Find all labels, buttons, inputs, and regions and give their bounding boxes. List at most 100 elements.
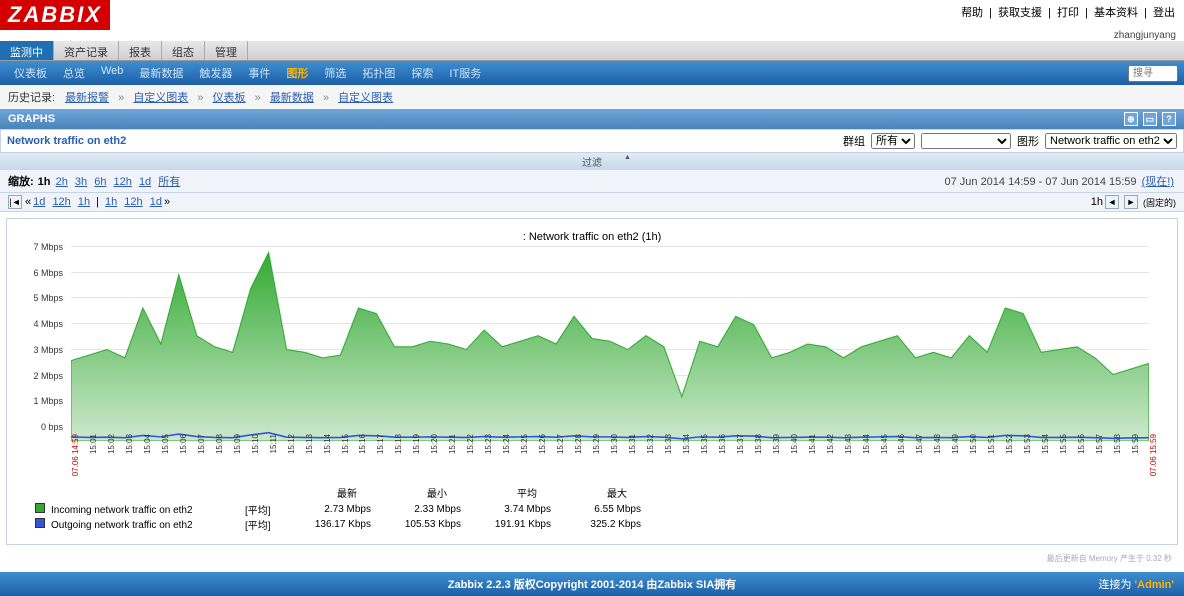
graph-select-label: 图形: [1017, 133, 1039, 149]
zoom-opt[interactable]: 3h: [75, 176, 87, 188]
x-tick-label: 15:03: [125, 434, 134, 454]
nav-next-icon[interactable]: ►: [1124, 195, 1138, 209]
chart-gen-note: 最后更新自 Memory 产生于 0.32 秒: [0, 551, 1184, 566]
history-link[interactable]: 自定义图表: [338, 92, 393, 104]
x-tick-label: 15:17: [376, 434, 385, 454]
x-tick-label: 15:32: [646, 434, 655, 454]
history-link[interactable]: 仪表板: [213, 92, 246, 104]
x-tick-label: 15:54: [1041, 434, 1050, 454]
main-tab[interactable]: 管理: [205, 41, 248, 60]
y-tick-label: 2 Mbps: [33, 371, 63, 381]
x-tick-label: 15:33: [664, 434, 673, 454]
x-tick-label: 15:52: [1005, 434, 1014, 454]
y-tick-label: 6 Mbps: [33, 268, 63, 278]
legend-value: 2.33 Mbps: [381, 504, 461, 515]
fullscreen-icon[interactable]: ⊕: [1124, 112, 1138, 126]
x-tick-label: 15:53: [1023, 434, 1032, 454]
now-link[interactable]: (现在!): [1142, 176, 1174, 188]
y-tick-label: 7 Mbps: [33, 242, 63, 252]
username-line: zhangjunyang: [0, 30, 1184, 41]
nav-prev-icon[interactable]: ◄: [1105, 195, 1119, 209]
subnav-item[interactable]: 筛选: [316, 65, 354, 81]
group-select[interactable]: 所有: [871, 133, 915, 149]
logo: ZABBIX: [0, 0, 110, 30]
x-tick-label: 15:40: [790, 434, 799, 454]
subnav-item[interactable]: 触发器: [191, 65, 240, 81]
filter-toggle[interactable]: 过滤: [0, 153, 1184, 170]
main-tab[interactable]: 资产记录: [54, 41, 119, 60]
graph-select[interactable]: Network traffic on eth2: [1045, 133, 1177, 149]
history-label: 历史记录:: [8, 89, 55, 105]
zoom-opt[interactable]: 6h: [94, 176, 106, 188]
x-tick-label: 15:27: [556, 434, 565, 454]
nav-start-icon[interactable]: |◄: [8, 195, 22, 209]
nav-back-link[interactable]: 12h: [52, 196, 70, 208]
subnav-item[interactable]: 最新数据: [131, 65, 191, 81]
nav-fixed: (固定的): [1143, 196, 1176, 209]
footer-connection: 连接为 'Admin': [1098, 576, 1174, 592]
nav-fwd-link[interactable]: 1h: [105, 196, 117, 208]
nav-fwd-link[interactable]: 1d: [150, 196, 162, 208]
main-tab[interactable]: 报表: [119, 41, 162, 60]
y-tick-label: 1 Mbps: [33, 396, 63, 406]
top-link[interactable]: 基本资料: [1094, 7, 1138, 19]
x-tick-label: 15:26: [538, 434, 547, 454]
legend-value: 105.53 Kbps: [381, 519, 461, 530]
x-tick-label: 15:56: [1077, 434, 1086, 454]
x-tick-label: 15:30: [610, 434, 619, 454]
zoom-opt[interactable]: 2h: [56, 176, 68, 188]
minimize-icon[interactable]: ▭: [1143, 112, 1157, 126]
host-select[interactable]: [921, 133, 1011, 149]
search-input[interactable]: [1128, 65, 1178, 82]
nav-back-link[interactable]: 1d: [33, 196, 45, 208]
x-tick-label: 15:06: [179, 434, 188, 454]
legend-value: 191.91 Kbps: [471, 519, 551, 530]
history-link[interactable]: 自定义图表: [133, 92, 188, 104]
x-tick-label: 15:02: [107, 434, 116, 454]
main-tab[interactable]: 监测中: [0, 41, 54, 60]
x-tick-label: 15:37: [736, 434, 745, 454]
subnav-item[interactable]: IT服务: [441, 65, 489, 81]
x-tick-label: 15:22: [466, 434, 475, 454]
x-tick-label: 15:15: [341, 434, 350, 454]
subnav-item[interactable]: 仪表板: [6, 65, 55, 81]
top-link[interactable]: 获取支援: [998, 7, 1042, 19]
x-tick-label: 15:29: [592, 434, 601, 454]
zoom-opt[interactable]: 1d: [139, 176, 151, 188]
subnav-item[interactable]: 总览: [55, 65, 93, 81]
graph-title: Network traffic on eth2: [7, 135, 126, 147]
history-link[interactable]: 最新数据: [270, 92, 314, 104]
help-icon[interactable]: ?: [1162, 112, 1176, 126]
subnav-item[interactable]: Web: [93, 65, 131, 81]
top-link[interactable]: 登出: [1153, 7, 1175, 19]
legend-swatch: [35, 518, 45, 528]
x-tick-label: 15:49: [951, 434, 960, 454]
top-link[interactable]: 帮助: [961, 7, 983, 19]
nav-back-link[interactable]: 1h: [78, 196, 90, 208]
zoom-opt[interactable]: 所有: [158, 176, 180, 188]
nav-fwd-link[interactable]: 12h: [124, 196, 142, 208]
history-link[interactable]: 最新报警: [65, 92, 109, 104]
top-link[interactable]: 打印: [1057, 7, 1079, 19]
x-tick-label: 15:46: [897, 434, 906, 454]
panel-header: GRAPHS ⊕ ▭ ?: [0, 109, 1184, 129]
subnav-item[interactable]: 探索: [403, 65, 441, 81]
history-bar: 历史记录: 最新报警 » 自定义图表 » 仪表板 » 最新数据 » 自定义图表: [0, 85, 1184, 109]
chart-plot: 0 bps1 Mbps2 Mbps3 Mbps4 Mbps5 Mbps6 Mbp…: [71, 247, 1149, 427]
chart-title: : Network traffic on eth2 (1h): [15, 227, 1169, 247]
legend-swatch: [35, 503, 45, 513]
x-tick-label: 15:48: [933, 434, 942, 454]
legend-col: 最大: [577, 485, 657, 500]
x-tick-label: 15:55: [1059, 434, 1068, 454]
chart-container: : Network traffic on eth2 (1h) 0 bps1 Mb…: [6, 218, 1178, 545]
legend-value: 6.55 Mbps: [561, 504, 641, 515]
subnav-item[interactable]: 拓扑图: [354, 65, 403, 81]
legend-col: 最小: [397, 485, 477, 500]
zoom-opt[interactable]: 12h: [114, 176, 132, 188]
main-tab[interactable]: 组态: [162, 41, 205, 60]
footer: Zabbix 2.2.3 版权Copyright 2001-2014 由Zabb…: [0, 572, 1184, 596]
subnav-item[interactable]: 图形: [278, 65, 316, 81]
x-tick-label: 15:05: [161, 434, 170, 454]
x-tick-label: 15:09: [233, 434, 242, 454]
subnav-item[interactable]: 事件: [240, 65, 278, 81]
